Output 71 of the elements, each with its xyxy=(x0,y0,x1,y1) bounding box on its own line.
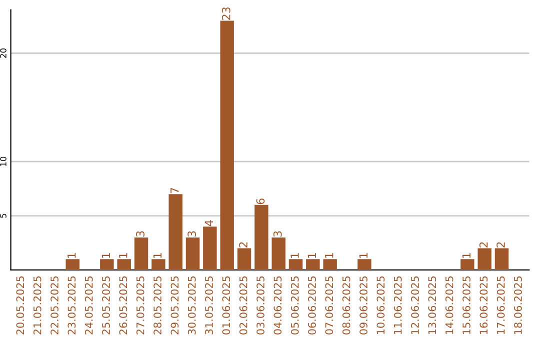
x-tick-label: 21.05.2025 xyxy=(33,276,42,334)
x-tick-label: 23.05.2025 xyxy=(68,276,76,334)
data-label: 1 xyxy=(68,253,76,258)
y-tick-label: 20 xyxy=(0,48,6,58)
data-label: 2 xyxy=(479,242,488,248)
bar xyxy=(100,259,114,270)
x-tick-label: 24.05.2025 xyxy=(84,276,93,334)
bar xyxy=(237,248,252,270)
x-tick-label: 25.05.2025 xyxy=(102,276,110,334)
bar xyxy=(272,237,286,270)
data-label: 1 xyxy=(102,253,110,258)
x-tick-label: 17.06.2025 xyxy=(496,276,505,334)
y-tick-label: 10 xyxy=(0,156,6,166)
data-label: 23 xyxy=(222,7,230,20)
x-tick-label: 02.06.2025 xyxy=(239,276,248,334)
x-tick-label: 06.06.2025 xyxy=(308,276,316,334)
bar xyxy=(306,259,320,270)
data-label: 6 xyxy=(256,198,265,204)
x-tick-label: 16.06.2025 xyxy=(480,276,488,334)
x-tick-label: 27.05.2025 xyxy=(136,276,144,334)
x-tick-label: 30.05.2025 xyxy=(188,276,196,334)
bar xyxy=(152,259,166,270)
x-tick-label: 18.06.2025 xyxy=(514,276,522,334)
x-tick-label: 03.06.2025 xyxy=(256,276,264,334)
bar xyxy=(220,20,234,270)
data-label: 4 xyxy=(204,220,213,226)
bar xyxy=(168,194,182,270)
x-tick-label: 11.06.2025 xyxy=(394,276,402,334)
data-label: 3 xyxy=(188,231,196,237)
bar xyxy=(117,259,131,270)
x-tick-label: 08.06.2025 xyxy=(342,276,350,334)
x-tick-label: 26.05.2025 xyxy=(119,276,128,334)
x-tick-label: 22.05.2025 xyxy=(50,276,58,334)
bar xyxy=(494,248,509,270)
data-label: 2 xyxy=(496,242,505,248)
bar xyxy=(478,248,492,270)
x-tick-label: 31.05.2025 xyxy=(205,276,213,334)
data-label: 1 xyxy=(119,253,128,258)
bar xyxy=(358,259,372,270)
data-label: 1 xyxy=(359,253,368,258)
x-tick-label: 20.05.2025 xyxy=(16,276,24,334)
x-tick-label: 01.06.2025 xyxy=(222,276,230,334)
data-label: 3 xyxy=(136,231,144,237)
bar xyxy=(134,237,148,270)
x-tick-label: 07.06.2025 xyxy=(325,276,334,334)
bar xyxy=(460,259,474,270)
data-label: 2 xyxy=(239,242,248,248)
x-tick-label: 14.06.2025 xyxy=(445,276,454,334)
data-label: 1 xyxy=(153,253,162,258)
bar xyxy=(288,259,303,270)
data-label: 1 xyxy=(290,253,299,258)
x-tick-label: 12.06.2025 xyxy=(411,276,419,334)
x-tick-label: 09.06.2025 xyxy=(360,276,368,334)
x-tick-label: 29.05.2025 xyxy=(170,276,179,334)
x-tick-label: 05.06.2025 xyxy=(290,276,299,334)
x-tick-label: 15.06.2025 xyxy=(462,276,470,334)
x-tick-label: 10.06.2025 xyxy=(376,276,385,334)
x-tick-label: 04.06.2025 xyxy=(274,276,282,334)
x-tick-label: 13.06.2025 xyxy=(428,276,436,334)
data-label: 1 xyxy=(325,253,334,258)
data-label: 1 xyxy=(308,253,316,258)
bar xyxy=(66,259,80,270)
bar xyxy=(203,226,217,270)
y-tick-label: 5 xyxy=(0,214,6,218)
bar xyxy=(323,259,337,270)
data-label: 7 xyxy=(170,188,179,194)
bar xyxy=(186,237,200,270)
data-label: 1 xyxy=(462,253,470,258)
data-label: 3 xyxy=(273,231,282,237)
bar xyxy=(254,204,268,270)
x-tick-label: 28.05.2025 xyxy=(154,276,162,334)
